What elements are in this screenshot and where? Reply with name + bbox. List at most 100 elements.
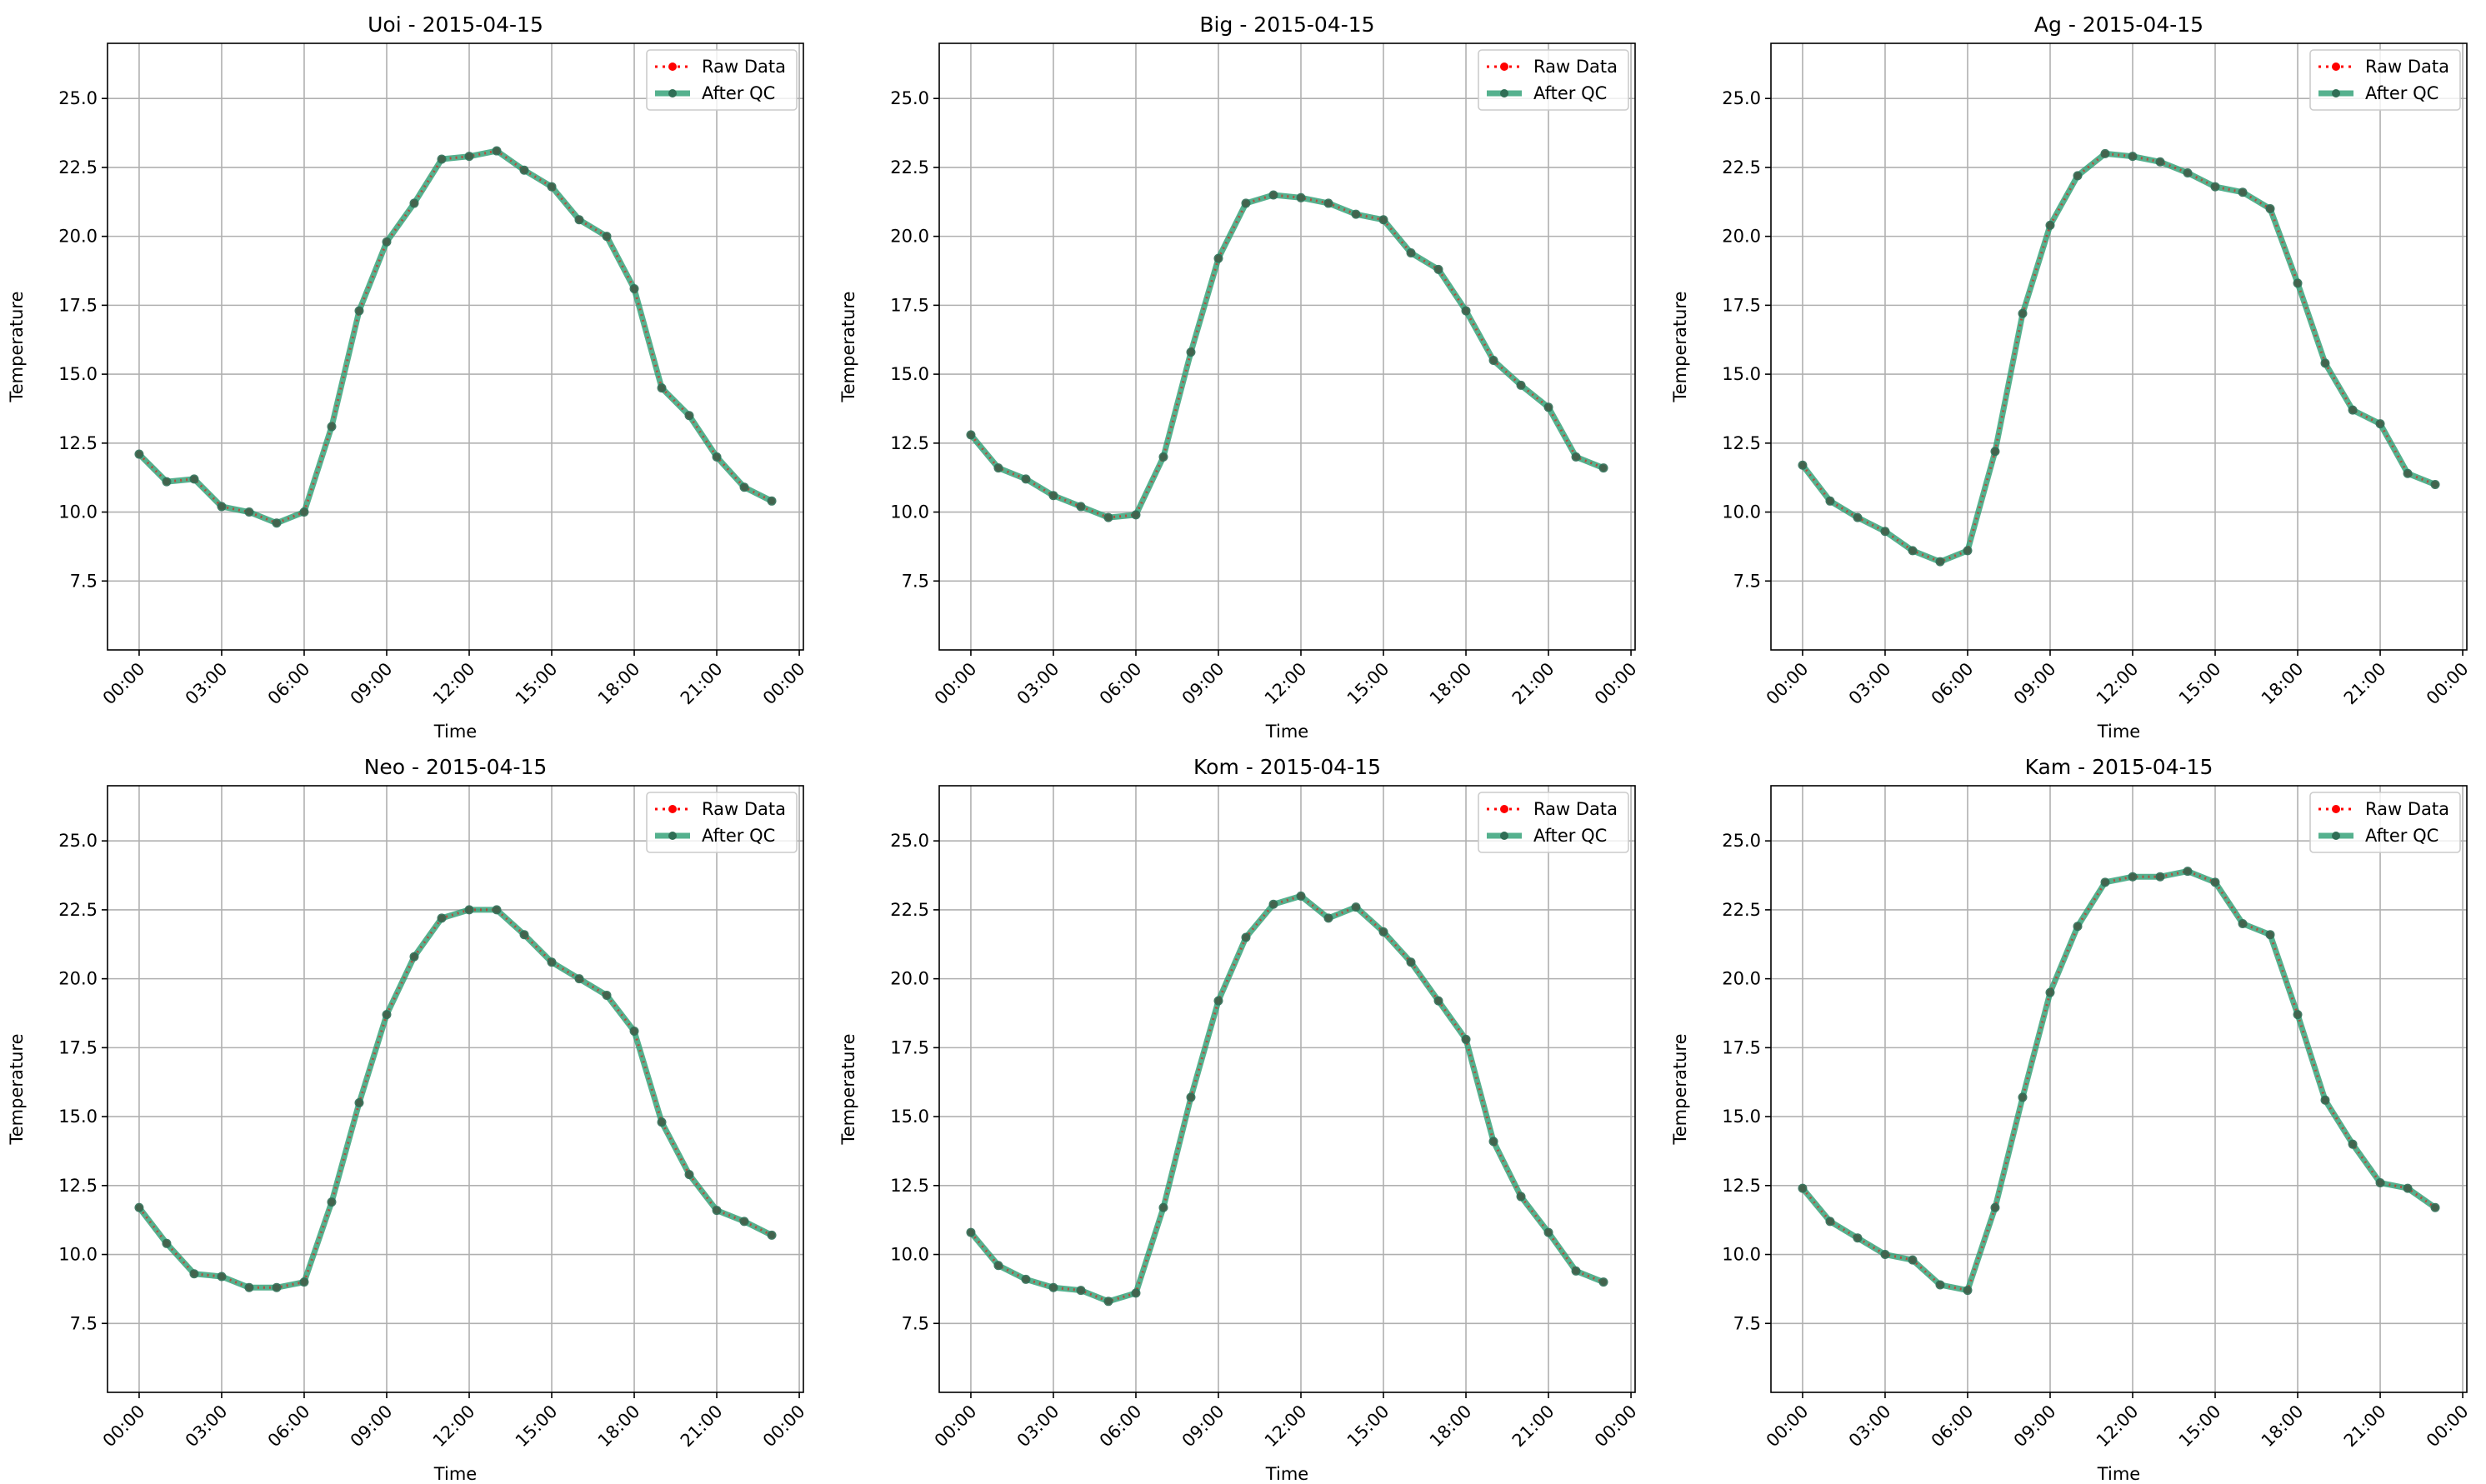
x-tick-label: 00:00 [1763, 1402, 1813, 1452]
y-axis-label: Temperature [838, 1033, 858, 1145]
axes-frame [1770, 42, 2468, 651]
y-tick-label: 15.0 [1722, 1107, 1761, 1127]
x-tick-label: 15:00 [1343, 659, 1393, 709]
x-tick-label: 03:00 [1845, 1402, 1895, 1452]
after-qc-point [966, 1227, 976, 1237]
y-tick-label: 12.5 [890, 433, 929, 453]
y-tick-label: 15.0 [58, 364, 98, 384]
after-qc-point [1433, 996, 1443, 1006]
x-tick-label: 18:00 [1426, 659, 1476, 709]
series-line-raw-data [138, 149, 773, 525]
y-tick-label: 7.5 [902, 571, 929, 591]
y-tick-label: 20.0 [58, 969, 98, 989]
y-tick-label: 17.5 [890, 1037, 929, 1057]
y-tick-label: 20.0 [890, 969, 929, 989]
after-qc-point [2430, 479, 2440, 489]
after-qc-point [993, 463, 1003, 473]
series-line-raw-data [1801, 870, 2436, 1292]
y-tick-label: 20.0 [890, 227, 929, 247]
after-qc-point [2293, 278, 2303, 288]
chart-panel: 7.5 10.0 12.5 15.0 17.5 20.0 22.5 25.0 00:00 03:0… [838, 755, 1641, 1484]
legend-marker-raw-data [668, 62, 677, 71]
y-tick-label: 25.0 [58, 831, 98, 851]
x-tick-label: 06:00 [1096, 659, 1146, 709]
y-axis-label: Temperature [1670, 291, 1690, 402]
after-qc-point [1543, 402, 1553, 412]
after-qc-point [2375, 1178, 2385, 1188]
x-tick-label: 09:00 [347, 659, 397, 709]
axes-frame [938, 785, 1636, 1393]
legend-marker-after-qc [2332, 832, 2340, 840]
after-qc-point [629, 284, 639, 294]
legend-label-raw-data: Raw Data [2365, 57, 2449, 77]
series-line-after-qc [136, 147, 775, 527]
after-qc-point [217, 502, 227, 512]
y-tick-label: 20.0 [1722, 969, 1761, 989]
after-qc-point [1880, 1250, 1890, 1260]
after-qc-point [492, 905, 502, 915]
after-qc-point [1021, 474, 1031, 484]
y-tick-label: 20.0 [1722, 227, 1761, 247]
chart-title: Kom - 2015-04-15 [1193, 755, 1381, 779]
after-qc-point [2320, 1095, 2330, 1105]
after-qc-point [464, 905, 474, 915]
chart-title: Uoi - 2015-04-15 [368, 12, 543, 37]
after-qc-point [437, 154, 447, 164]
after-qc-point [1158, 1202, 1168, 1212]
axes-frame [1770, 785, 2468, 1393]
after-qc-point [1131, 510, 1141, 520]
y-tick-label: 22.5 [58, 900, 98, 920]
after-qc-point [1296, 192, 1306, 202]
after-qc-point [1990, 1202, 2000, 1212]
x-tick-label: 09:00 [1178, 659, 1228, 709]
after-qc-point [134, 449, 144, 459]
y-tick-label: 7.5 [902, 1313, 929, 1333]
y-tick-label: 10.0 [58, 502, 98, 522]
x-tick-label: 06:00 [1928, 659, 1978, 709]
after-qc-point [1963, 546, 1973, 556]
series-line-raw-data [1801, 152, 2436, 563]
after-qc-point [272, 518, 282, 528]
x-tick-label: 06:00 [264, 659, 314, 709]
after-qc-point [2045, 987, 2055, 997]
after-qc-point [684, 411, 694, 421]
after-qc-point [1351, 902, 1361, 912]
after-qc-point [2430, 1202, 2440, 1212]
y-tick-label: 25.0 [890, 88, 929, 108]
after-qc-point [244, 1282, 254, 1292]
x-tick-label: 00:00 [1591, 659, 1641, 709]
y-tick-label: 17.5 [890, 295, 929, 315]
legend-label-after-qc: After QC [702, 826, 775, 846]
after-qc-point [1825, 496, 1835, 506]
x-tick-label: 09:00 [347, 1402, 397, 1452]
after-qc-point [602, 990, 612, 1000]
after-qc-point [464, 152, 474, 162]
legend-marker-raw-data [668, 805, 677, 813]
after-qc-point [409, 952, 419, 962]
x-tick-label: 21:00 [677, 659, 727, 709]
after-qc-point [327, 1197, 337, 1207]
legend-label-raw-data: Raw Data [702, 799, 786, 819]
x-axis-label: Time [433, 722, 477, 742]
series-line-after-qc [968, 192, 1607, 521]
after-qc-point [519, 165, 529, 175]
x-tick-label: 18:00 [594, 659, 644, 709]
chart-panel: 7.5 10.0 12.5 15.0 17.5 20.0 22.5 25.0 00:00 03:0… [7, 12, 809, 742]
y-tick-label: 17.5 [58, 295, 98, 315]
after-qc-point [1048, 1282, 1058, 1292]
after-qc-point [574, 974, 584, 984]
y-tick-label: 12.5 [58, 1176, 98, 1196]
after-qc-point [657, 1117, 667, 1127]
legend-marker-raw-data [2332, 805, 2340, 813]
after-qc-point [492, 146, 502, 156]
x-tick-label: 15:00 [512, 659, 562, 709]
after-qc-point [657, 383, 667, 393]
legend-label-after-qc: After QC [1533, 826, 1607, 846]
legend-label-raw-data: Raw Data [2365, 799, 2449, 819]
legend-label-raw-data: Raw Data [1533, 57, 1618, 77]
after-qc-point [1571, 1266, 1581, 1276]
y-axis-label: Temperature [838, 291, 858, 402]
after-qc-point [1880, 527, 1890, 537]
after-qc-point [739, 482, 749, 492]
after-qc-point [1351, 209, 1361, 219]
